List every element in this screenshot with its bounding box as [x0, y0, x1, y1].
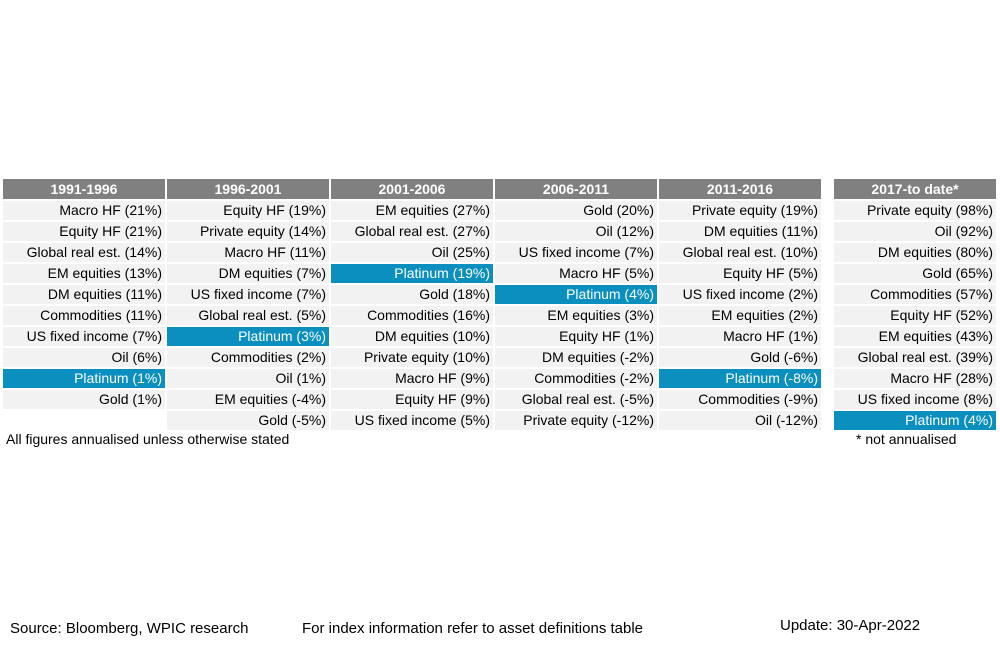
asset-return-cell: Global real est. (10%) [659, 243, 821, 262]
asset-return-cell: Commodities (57%) [834, 285, 996, 304]
asset-return-cell: Private equity (14%) [167, 222, 329, 241]
asset-return-cell: Equity HF (52%) [834, 306, 996, 325]
asset-return-cell: US fixed income (2%) [659, 285, 821, 304]
asset-return-cell: Macro HF (21%) [3, 201, 165, 220]
asset-return-cell: Oil (6%) [3, 348, 165, 367]
platinum-cell: Platinum (1%) [3, 369, 165, 388]
asset-return-cell: Equity HF (9%) [331, 390, 493, 409]
period-column: 2006-2011 Gold (20%) Oil (12%) US fixed inc… [495, 179, 657, 430]
period-column: 2017-to date* Private equity (98%) Oil (92… [834, 179, 996, 430]
asset-return-cell: Equity HF (21%) [3, 222, 165, 241]
period-header: 1996-2001 [167, 179, 329, 199]
asset-return-cell: Commodities (11%) [3, 306, 165, 325]
asset-return-cell: Equity HF (1%) [495, 327, 657, 346]
asset-return-cell: DM equities (11%) [3, 285, 165, 304]
period-header: 2017-to date* [834, 179, 996, 199]
period-header: 2006-2011 [495, 179, 657, 199]
platinum-cell: Platinum (3%) [167, 327, 329, 346]
asset-return-cell [3, 411, 165, 430]
asset-return-cell: DM equities (11%) [659, 222, 821, 241]
asset-return-cell: Global real est. (-5%) [495, 390, 657, 409]
asset-return-cell: Private equity (-12%) [495, 411, 657, 430]
asset-return-cell: Oil (92%) [834, 222, 996, 241]
asset-return-cell: Equity HF (5%) [659, 264, 821, 283]
asset-return-cell: Commodities (-2%) [495, 369, 657, 388]
period-column: 1996-2001 Equity HF (19%) Private equity (… [167, 179, 329, 430]
asset-return-cell: Equity HF (19%) [167, 201, 329, 220]
asset-return-cell: Gold (-5%) [167, 411, 329, 430]
period-column: 2011-2016 Private equity (19%) DM equities… [659, 179, 821, 430]
asset-return-cell: DM equities (10%) [331, 327, 493, 346]
asset-return-cell: Macro HF (9%) [331, 369, 493, 388]
asset-return-cell: Macro HF (28%) [834, 369, 996, 388]
asset-return-cell: Oil (-12%) [659, 411, 821, 430]
asset-return-cell: Macro HF (5%) [495, 264, 657, 283]
asset-return-cell: Gold (65%) [834, 264, 996, 283]
asset-return-cell: Global real est. (5%) [167, 306, 329, 325]
asset-return-cell: US fixed income (7%) [3, 327, 165, 346]
annualised-note: All figures annualised unless otherwise … [6, 431, 290, 447]
asset-return-cell: EM equities (13%) [3, 264, 165, 283]
asset-return-cell: Gold (1%) [3, 390, 165, 409]
period-column: 1991-1996 Macro HF (21%) Equity HF (21%) Gl… [3, 179, 165, 430]
asset-return-cell: Commodities (-9%) [659, 390, 821, 409]
asset-return-cell: Gold (20%) [495, 201, 657, 220]
asset-return-cell: Macro HF (11%) [167, 243, 329, 262]
asset-return-cell: EM equities (43%) [834, 327, 996, 346]
asset-return-cell: DM equities (-2%) [495, 348, 657, 367]
asset-return-cell: Global real est. (39%) [834, 348, 996, 367]
not-annualised-note: * not annualised [856, 431, 957, 447]
asset-return-cell: Private equity (10%) [331, 348, 493, 367]
asset-return-cell: EM equities (-4%) [167, 390, 329, 409]
asset-return-cell: Global real est. (27%) [331, 222, 493, 241]
asset-return-cell: Private equity (19%) [659, 201, 821, 220]
asset-return-cell: US fixed income (7%) [167, 285, 329, 304]
asset-return-cell: EM equities (2%) [659, 306, 821, 325]
asset-return-cell: Gold (-6%) [659, 348, 821, 367]
asset-return-cell: Commodities (2%) [167, 348, 329, 367]
update-date: Update: 30-Apr-2022 [780, 617, 921, 634]
asset-return-cell: US fixed income (8%) [834, 390, 996, 409]
asset-return-cell: Oil (1%) [167, 369, 329, 388]
asset-return-cell: Macro HF (1%) [659, 327, 821, 346]
platinum-cell: Platinum (-8%) [659, 369, 821, 388]
asset-return-cell: US fixed income (5%) [331, 411, 493, 430]
asset-return-cell: EM equities (3%) [495, 306, 657, 325]
asset-return-cell: EM equities (27%) [331, 201, 493, 220]
asset-return-cell: Commodities (16%) [331, 306, 493, 325]
platinum-cell: Platinum (19%) [331, 264, 493, 283]
platinum-cell: Platinum (4%) [834, 411, 996, 430]
period-column: 2001-2006 EM equities (27%) Global real es… [331, 179, 493, 430]
asset-return-cell: Gold (18%) [331, 285, 493, 304]
asset-return-cell: DM equities (7%) [167, 264, 329, 283]
period-header: 2001-2006 [331, 179, 493, 199]
source-note: Source: Bloomberg, WPIC research [10, 620, 249, 637]
period-header: 1991-1996 [3, 179, 165, 199]
asset-return-cell: DM equities (80%) [834, 243, 996, 262]
period-header: 2011-2016 [659, 179, 821, 199]
asset-return-cell: Global real est. (14%) [3, 243, 165, 262]
index-info-note: For index information refer to asset def… [302, 620, 644, 637]
asset-return-cell: US fixed income (7%) [495, 243, 657, 262]
asset-return-cell: Private equity (98%) [834, 201, 996, 220]
platinum-cell: Platinum (4%) [495, 285, 657, 304]
asset-return-cell: Oil (12%) [495, 222, 657, 241]
asset-return-cell: Oil (25%) [331, 243, 493, 262]
